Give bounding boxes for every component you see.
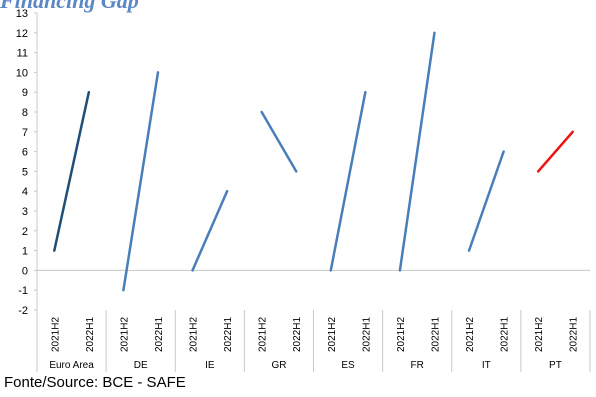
y-tick-label: -2 (18, 305, 28, 317)
period-tick-label: 2021H2 (189, 317, 200, 352)
source-note: Fonte/Source: BCE - SAFE (4, 374, 186, 391)
group-label: IE (205, 360, 215, 371)
period-tick-label: 2022H1 (85, 317, 96, 352)
period-tick-label: 2022H1 (292, 317, 303, 352)
group-label: PT (549, 360, 562, 371)
series-line-pt (536, 130, 574, 173)
series-line-euro-area (53, 90, 91, 252)
period-tick-label: 2021H2 (50, 317, 61, 352)
series-line-de (122, 71, 160, 292)
y-tick-label: 7 (22, 127, 28, 139)
group-label: DE (134, 360, 148, 371)
period-tick-label: 2022H1 (223, 317, 234, 352)
x-axis: 2021H2 2022H1 Euro Area 2021H2 2022H1 DE 2021H… (36, 269, 591, 372)
group-label: FR (411, 360, 424, 371)
period-tick-label: 2021H2 (534, 317, 545, 352)
y-tick-label: 1 (22, 246, 28, 258)
period-tick-label: 2022H1 (569, 317, 580, 352)
y-tick-label: 10 (16, 67, 28, 79)
y-tick-label: 11 (17, 48, 28, 60)
y-tick-label: 0 (22, 265, 28, 277)
y-tick-label: 2 (22, 226, 28, 238)
series-line-ie (191, 189, 229, 272)
series-line-es (329, 90, 367, 272)
y-tick-label: 13 (16, 8, 28, 20)
period-tick-label: 2021H2 (258, 317, 269, 352)
group-label: IT (482, 360, 491, 371)
y-tick-label: 3 (22, 206, 28, 218)
series-line-it (467, 150, 505, 252)
y-tick-label: -1 (18, 285, 28, 297)
period-tick-label: 2021H2 (465, 317, 476, 352)
series-line-fr (398, 31, 436, 272)
y-tick-label: 6 (22, 147, 28, 159)
y-tick-label: 4 (22, 186, 28, 198)
period-tick-label: 2021H2 (327, 317, 338, 352)
series-line-gr (260, 110, 298, 173)
group-label: GR (271, 360, 286, 371)
period-tick-label: 2022H1 (154, 317, 165, 352)
period-tick-label: 2021H2 (119, 317, 130, 352)
period-tick-label: 2022H1 (361, 317, 372, 352)
series-lines (53, 31, 574, 292)
period-tick-label: 2022H1 (430, 317, 441, 352)
y-tick-label: 5 (22, 166, 28, 178)
chart-title: Financing Gap (0, 0, 139, 13)
group-label: Euro Area (49, 360, 94, 371)
group-label: ES (341, 360, 355, 371)
y-tick-label: 12 (16, 28, 28, 40)
y-tick-label: 9 (22, 87, 28, 99)
period-tick-label: 2021H2 (396, 317, 407, 352)
y-tick-label: 8 (22, 107, 28, 119)
period-tick-label: 2022H1 (500, 317, 511, 352)
